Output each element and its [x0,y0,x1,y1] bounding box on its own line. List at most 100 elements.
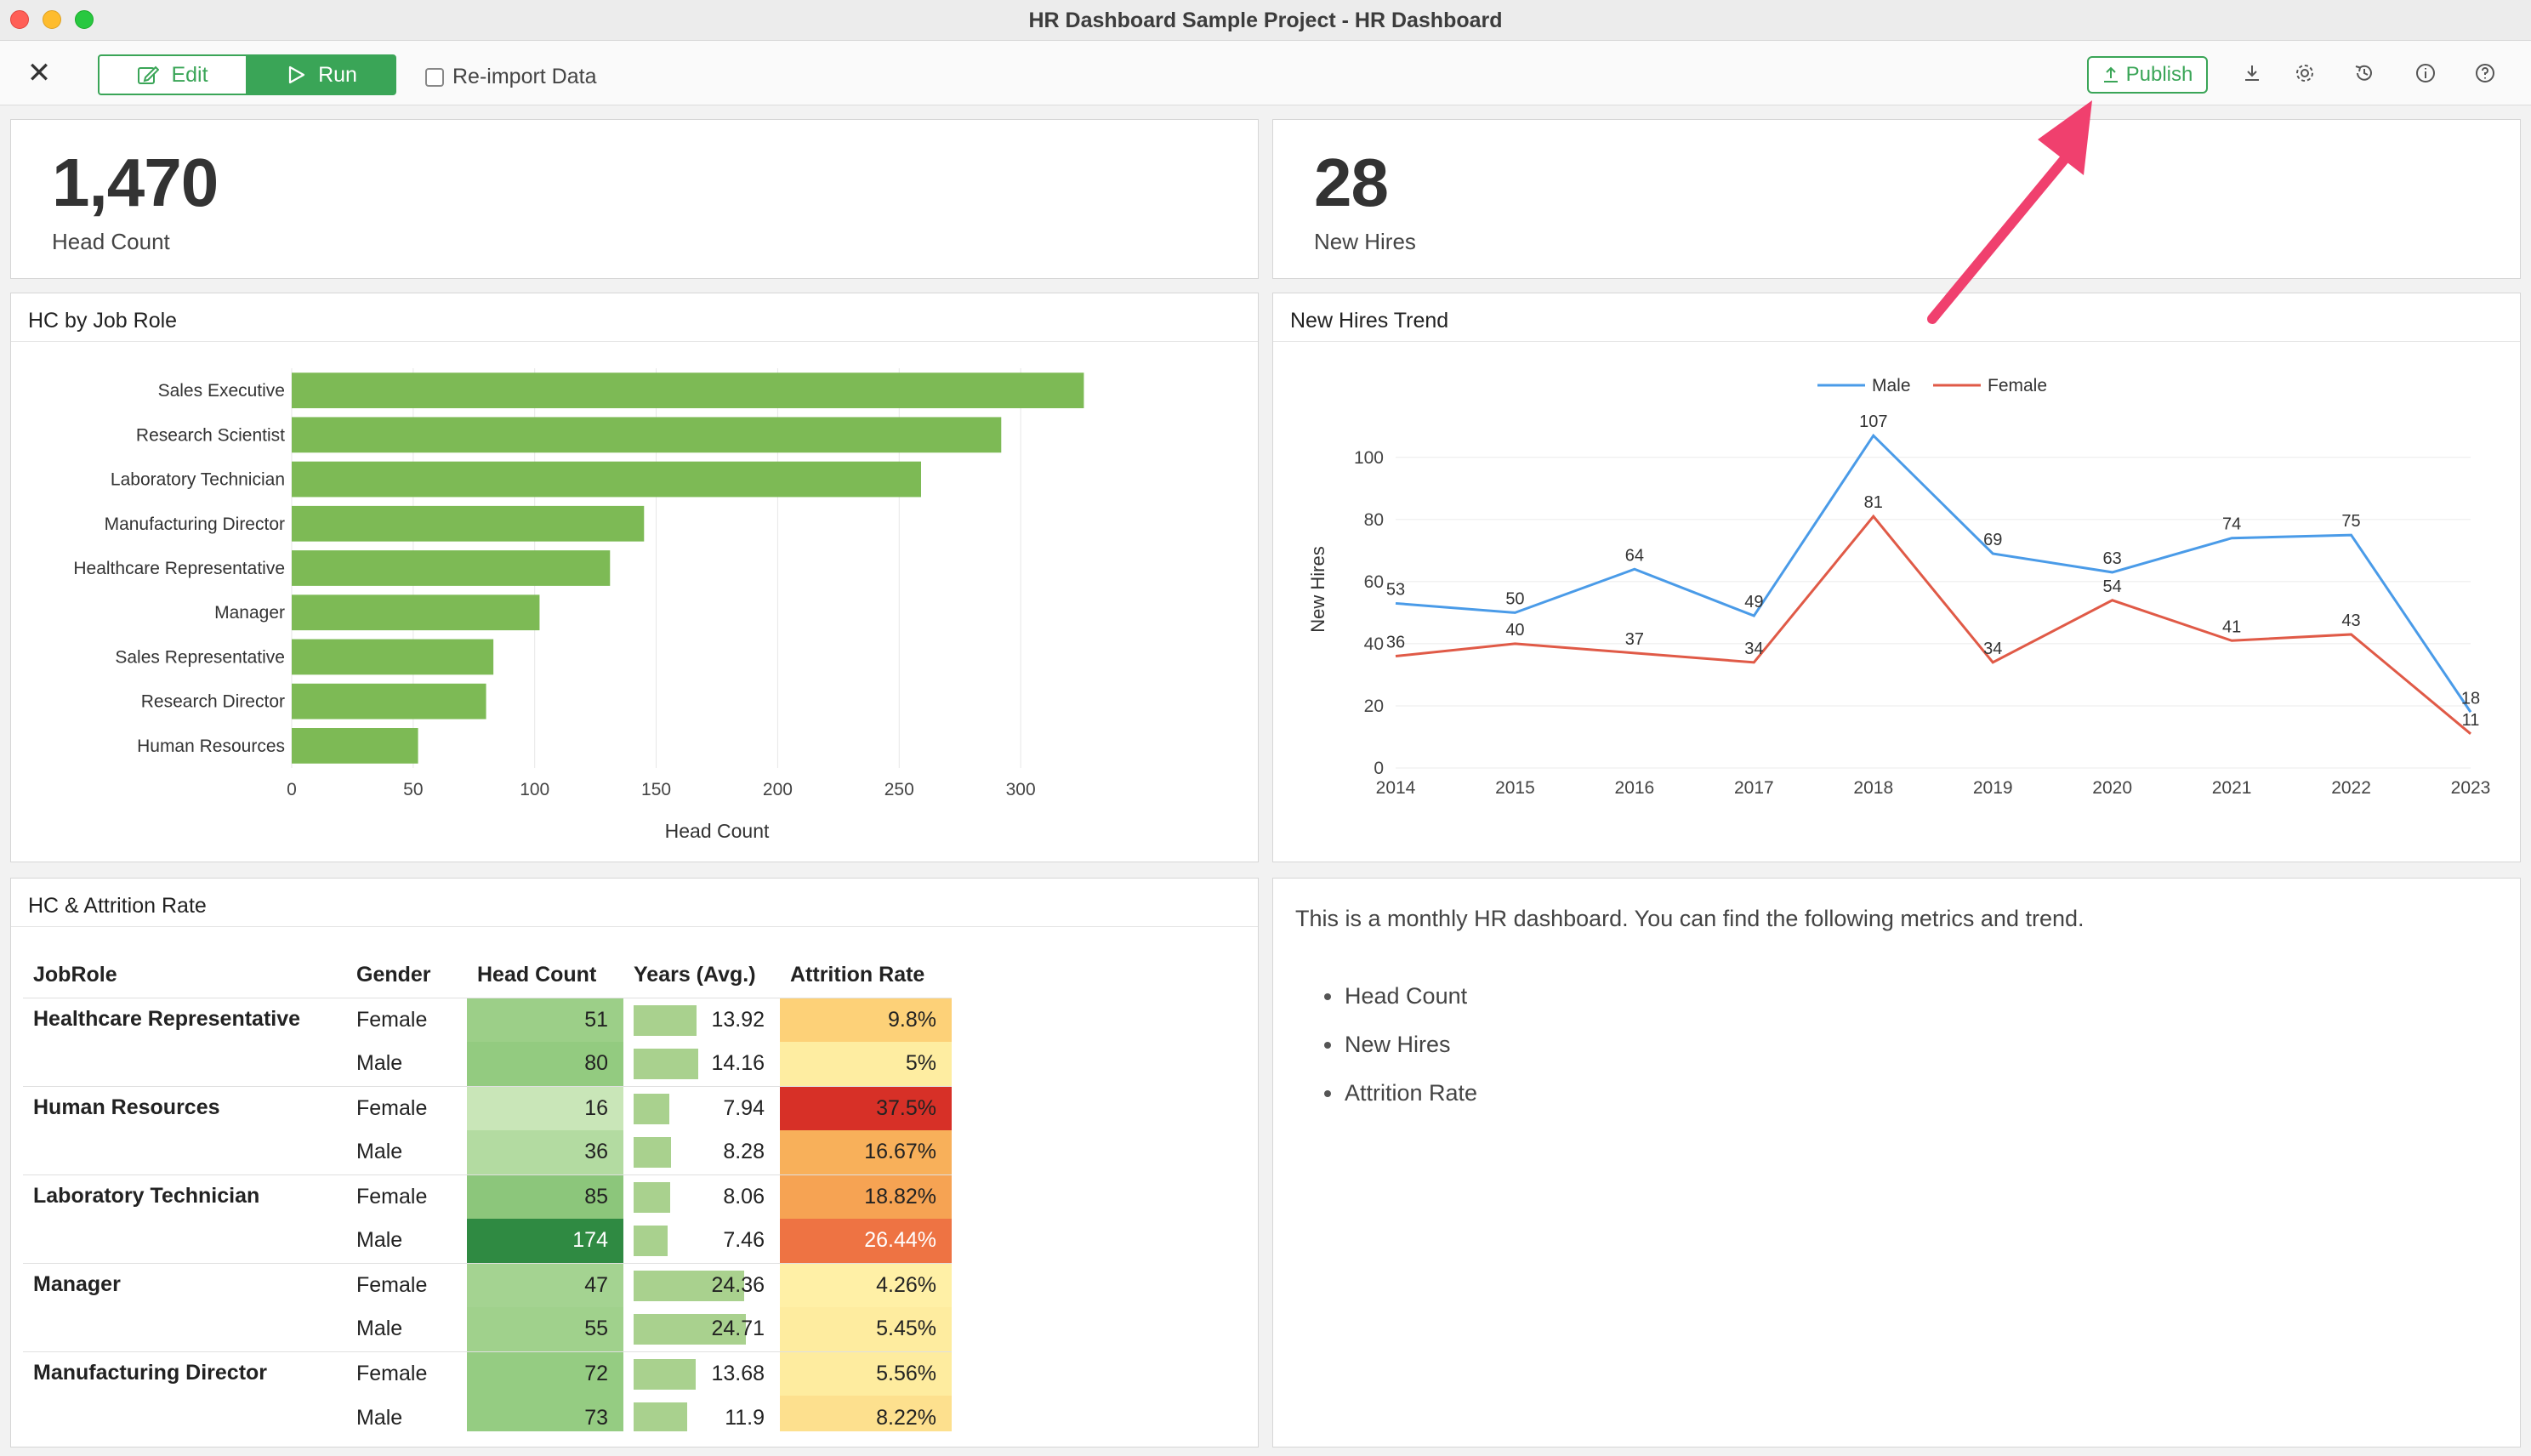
attrition-panel: HC & Attrition Rate JobRole Gender Head … [10,878,1259,1447]
cell-attrition-rate: 18.82% [780,1174,952,1219]
cell-jobrole: Human Resources [23,1085,346,1130]
cell-years-avg: 8.28 [623,1130,780,1174]
data-label: 64 [1625,546,1644,565]
help-icon[interactable] [2471,60,2499,87]
table-row: Manufacturing Director Female 72 13.68 5.56% [23,1351,952,1396]
x-tick-label: 2022 [2331,778,2371,798]
column-header[interactable]: JobRole [33,963,117,987]
table-row: Healthcare Representative Female 51 13.92 9.… [23,997,952,1042]
years-value: 8.06 [723,1184,765,1209]
data-label: 81 [1864,493,1883,512]
cell-jobrole: Manufacturing Director [23,1351,346,1396]
cell-jobrole: Laboratory Technician [23,1174,346,1219]
years-value: 7.46 [723,1228,765,1253]
data-label: 43 [2341,611,2360,630]
cell-headcount: 51 [467,997,623,1042]
edit-button[interactable]: Edit [98,54,247,95]
table-row: Male 73 11.9 8.22% [23,1396,952,1431]
years-bar [634,1270,744,1301]
column-header[interactable]: Attrition Rate [790,963,925,987]
y-tick-label: 60 [1364,572,1384,592]
history-icon[interactable] [2351,60,2378,87]
years-bar [634,1181,670,1213]
x-tick-label: 2017 [1734,778,1774,798]
cell-years-avg: 8.06 [623,1174,780,1219]
description-panel: This is a monthly HR dashboard. You can … [1272,878,2521,1447]
download-icon[interactable] [2238,60,2266,87]
cell-jobrole: Manager [23,1262,346,1307]
x-tick-label: 100 [520,780,549,799]
cell-years-avg: 13.92 [623,997,780,1042]
info-icon[interactable] [2412,60,2439,87]
run-button-label: Run [318,62,357,87]
reimport-data-checkbox[interactable]: Re-import Data [425,65,597,89]
new-hires-trend-chart: 0 20 40 60 80 100 2014 2015 2016 2017 2018 2019 2020… [1307,376,2490,798]
category-label: Healthcare Representative [73,559,285,578]
data-label: 107 [1859,412,1887,431]
data-label: 18 [2461,689,2480,708]
cell-years-avg: 11.9 [623,1396,780,1431]
hc-by-role-chart: 0 50 100 150 200 250 300 Sales Executive Researc… [73,368,1084,842]
table-viewport[interactable]: JobRole Gender Head Count Years (Avg.) A… [11,879,1258,1431]
list-item: New Hires [1324,1021,1477,1069]
window-minimize-button[interactable] [43,10,61,29]
data-label: 36 [1386,634,1405,652]
y-tick-label: 40 [1364,634,1384,654]
cell-attrition-rate: 26.44% [780,1219,952,1263]
cell-headcount: 174 [467,1219,623,1263]
column-header[interactable]: Gender [356,963,431,987]
bar [292,417,1002,453]
bar [292,594,540,631]
column-header[interactable]: Head Count [477,963,597,987]
x-tick-label: 300 [1006,780,1036,799]
data-label: 54 [2103,577,2122,596]
years-value: 11.9 [725,1405,765,1430]
cell-years-avg: 7.94 [623,1085,780,1130]
play-icon [288,65,305,84]
cell-gender: Female [346,1351,467,1396]
publish-button[interactable]: Publish [2087,56,2208,94]
data-label: 75 [2341,512,2360,531]
bar [292,461,921,498]
years-value: 24.71 [711,1317,765,1341]
years-value: 13.68 [711,1361,765,1385]
panel-title: HC & Attrition Rate [28,894,207,918]
table-row: Male 55 24.71 5.45% [23,1307,952,1351]
cell-years-avg: 13.68 [623,1351,780,1396]
cell-years-avg: 7.46 [623,1219,780,1263]
list-item-label: Head Count [1345,983,1468,1009]
column-header[interactable]: Years (Avg.) [634,963,756,987]
run-button[interactable]: Run [247,54,396,95]
divider [11,926,1258,927]
years-bar [634,1004,697,1036]
cell-jobrole [23,1042,346,1086]
cell-attrition-rate: 37.5% [780,1085,952,1130]
series-line [1395,433,2472,714]
cell-gender: Male [356,1140,403,1164]
x-tick-label: 2014 [1376,778,1416,798]
publish-button-label: Publish [2125,63,2193,86]
cell-gender: Female [346,1174,467,1219]
cell-attrition-rate: 8.22% [780,1396,952,1431]
new-hires-trend-panel: New Hires Trend 0 20 40 60 80 100 2014 2015 2016… [1272,293,2521,862]
data-label: 63 [2103,549,2122,568]
window-zoom-button[interactable] [75,10,94,29]
data-label: 37 [1625,630,1644,649]
table-row: Human Resources Female 16 7.94 37.5% [23,1085,952,1130]
window-close-button[interactable] [10,10,29,29]
edit-button-label: Edit [171,62,208,87]
close-icon[interactable]: ✕ [26,57,52,89]
data-label: 74 [2222,515,2241,534]
cell-jobrole [23,1307,346,1351]
panel-title: New Hires Trend [1290,309,1449,333]
list-item: Head Count [1324,972,1477,1021]
headcount-card: 1,470 Head Count [10,119,1259,279]
bullet-icon [1324,1089,1331,1097]
cell-headcount: 55 [467,1307,623,1351]
cell-attrition-rate: 5.56% [780,1351,952,1396]
table-row: Manager Female 47 24.36 4.26% [23,1262,952,1307]
years-value: 8.28 [723,1140,765,1164]
gear-icon[interactable] [2291,60,2318,87]
checkbox[interactable] [425,67,444,87]
newhires-label: New Hires [1314,229,1416,254]
